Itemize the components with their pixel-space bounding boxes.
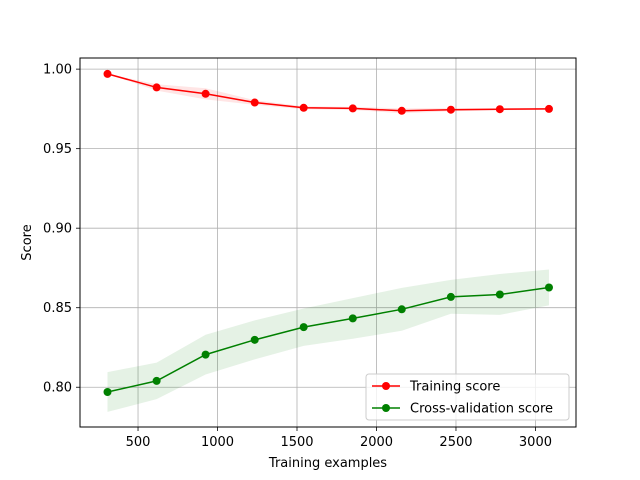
line-training bbox=[107, 73, 549, 112]
point-cv bbox=[103, 388, 112, 397]
point-cv bbox=[299, 323, 308, 332]
x-tick-label: 2500 bbox=[439, 435, 472, 450]
point-cv bbox=[397, 305, 406, 314]
y-tick-label: 0.90 bbox=[43, 222, 72, 237]
point-cv bbox=[446, 292, 455, 301]
y-tick-label: 0.85 bbox=[43, 301, 72, 316]
y-axis-label: Score bbox=[20, 224, 35, 260]
point-training bbox=[103, 69, 112, 78]
point-training bbox=[152, 83, 161, 92]
legend-marker-cv bbox=[382, 404, 390, 412]
series-points bbox=[103, 69, 553, 397]
y-tick-label: 0.95 bbox=[43, 142, 72, 157]
point-cv bbox=[544, 283, 553, 292]
legend-label-cv: Cross-validation score bbox=[410, 402, 553, 417]
plot-frame bbox=[79, 57, 577, 428]
x-tick-label: 500 bbox=[126, 435, 151, 450]
series-lines bbox=[107, 73, 550, 393]
point-training bbox=[544, 104, 553, 113]
legend-marker-training bbox=[382, 382, 390, 390]
grid bbox=[80, 58, 576, 427]
point-cv bbox=[152, 376, 161, 385]
band-cv bbox=[107, 269, 549, 412]
point-training bbox=[250, 98, 259, 107]
point-training bbox=[397, 106, 406, 115]
legend: Training score Cross-validation score bbox=[365, 373, 570, 421]
point-cv bbox=[201, 350, 210, 359]
x-tick-label: 1500 bbox=[280, 435, 313, 450]
point-training bbox=[299, 103, 308, 112]
axis-ticks: 500 1000 1500 2000 2500 3000 0.80 0.85 0.90 0.95 1… bbox=[43, 63, 552, 450]
x-axis-label: Training examples bbox=[268, 456, 387, 471]
x-tick-label: 1000 bbox=[201, 435, 234, 450]
legend-box bbox=[365, 373, 570, 421]
point-training bbox=[348, 104, 357, 113]
line-cv bbox=[107, 286, 550, 393]
x-tick-label: 2000 bbox=[360, 435, 393, 450]
point-cv bbox=[250, 335, 259, 344]
point-training bbox=[495, 105, 504, 114]
x-tick-label: 3000 bbox=[519, 435, 552, 450]
point-cv bbox=[348, 314, 357, 323]
plot-area bbox=[80, 58, 576, 427]
y-tick-label: 1.00 bbox=[43, 63, 72, 78]
point-training bbox=[201, 89, 210, 98]
y-tick-label: 0.80 bbox=[43, 381, 72, 396]
point-cv bbox=[495, 290, 504, 299]
point-training bbox=[446, 105, 455, 114]
legend-label-training: Training score bbox=[409, 380, 500, 395]
